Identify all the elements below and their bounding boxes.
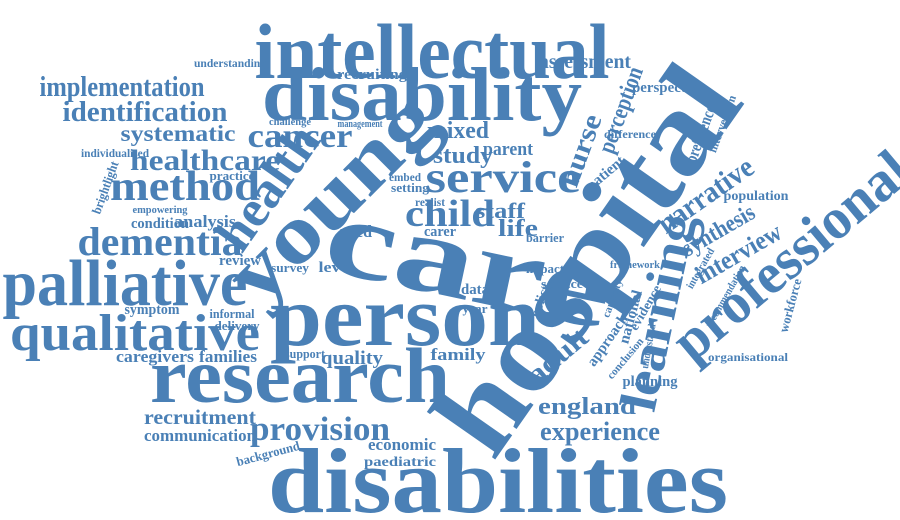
word: challenge <box>269 116 311 128</box>
word: realist <box>415 195 445 209</box>
word: life <box>498 216 538 242</box>
word: data <box>461 282 489 298</box>
word: cancer <box>248 118 353 155</box>
word: disabilities <box>268 430 728 520</box>
word: difference <box>604 127 657 141</box>
word: experience <box>540 417 660 446</box>
word: management <box>338 118 383 130</box>
word: systematic <box>121 121 236 146</box>
word: delivery <box>215 318 261 333</box>
word: condition <box>131 216 190 232</box>
word: symptom <box>125 302 180 318</box>
word: child <box>405 193 495 235</box>
word: barrier <box>526 230 564 245</box>
word: parent <box>483 139 534 160</box>
word: population <box>724 189 789 204</box>
word: staff <box>475 198 526 223</box>
word: individualised <box>81 146 149 160</box>
word: informal <box>210 306 255 321</box>
word: qualitative <box>10 305 260 362</box>
word: level <box>319 260 354 276</box>
word: quality <box>321 348 384 369</box>
word: framework <box>610 259 661 271</box>
word: family <box>431 345 487 364</box>
word: science <box>541 276 583 291</box>
word: implementation <box>40 72 205 103</box>
word: dementia <box>78 219 243 264</box>
word: empowering <box>133 204 188 216</box>
word: need <box>340 222 373 241</box>
word: year <box>463 301 488 316</box>
word: families <box>199 347 257 366</box>
word: impact <box>526 261 565 276</box>
word: person <box>270 268 540 364</box>
word: method <box>110 164 260 210</box>
word: assessment <box>539 51 631 73</box>
word: setting <box>391 180 430 195</box>
word: disability <box>262 53 582 137</box>
word: recruiting <box>337 67 408 83</box>
word: paediatric <box>364 455 436 470</box>
word: identification <box>63 97 228 128</box>
word: healthcare <box>130 144 280 177</box>
word: economic <box>368 435 436 454</box>
word: practice <box>210 168 255 183</box>
word: embed <box>389 170 421 184</box>
word: service <box>426 153 581 202</box>
word: provision <box>250 411 390 448</box>
word: communication <box>144 426 257 445</box>
word: intellectual <box>255 8 610 95</box>
word: england <box>538 394 637 420</box>
word: perspective <box>632 80 704 96</box>
word: study <box>433 143 493 169</box>
word: review <box>219 253 261 269</box>
word: survey <box>271 260 310 275</box>
word: understanding <box>194 56 266 70</box>
word: palliative <box>3 247 248 320</box>
word: organisational <box>708 350 789 364</box>
word: mixed <box>427 118 490 144</box>
word: caregivers <box>116 347 194 366</box>
word: support <box>285 346 326 361</box>
word: recruitment <box>144 405 256 429</box>
word: research <box>150 332 450 419</box>
word: carer <box>424 224 456 240</box>
word: analysis <box>174 212 236 231</box>
word: planning <box>623 374 678 390</box>
